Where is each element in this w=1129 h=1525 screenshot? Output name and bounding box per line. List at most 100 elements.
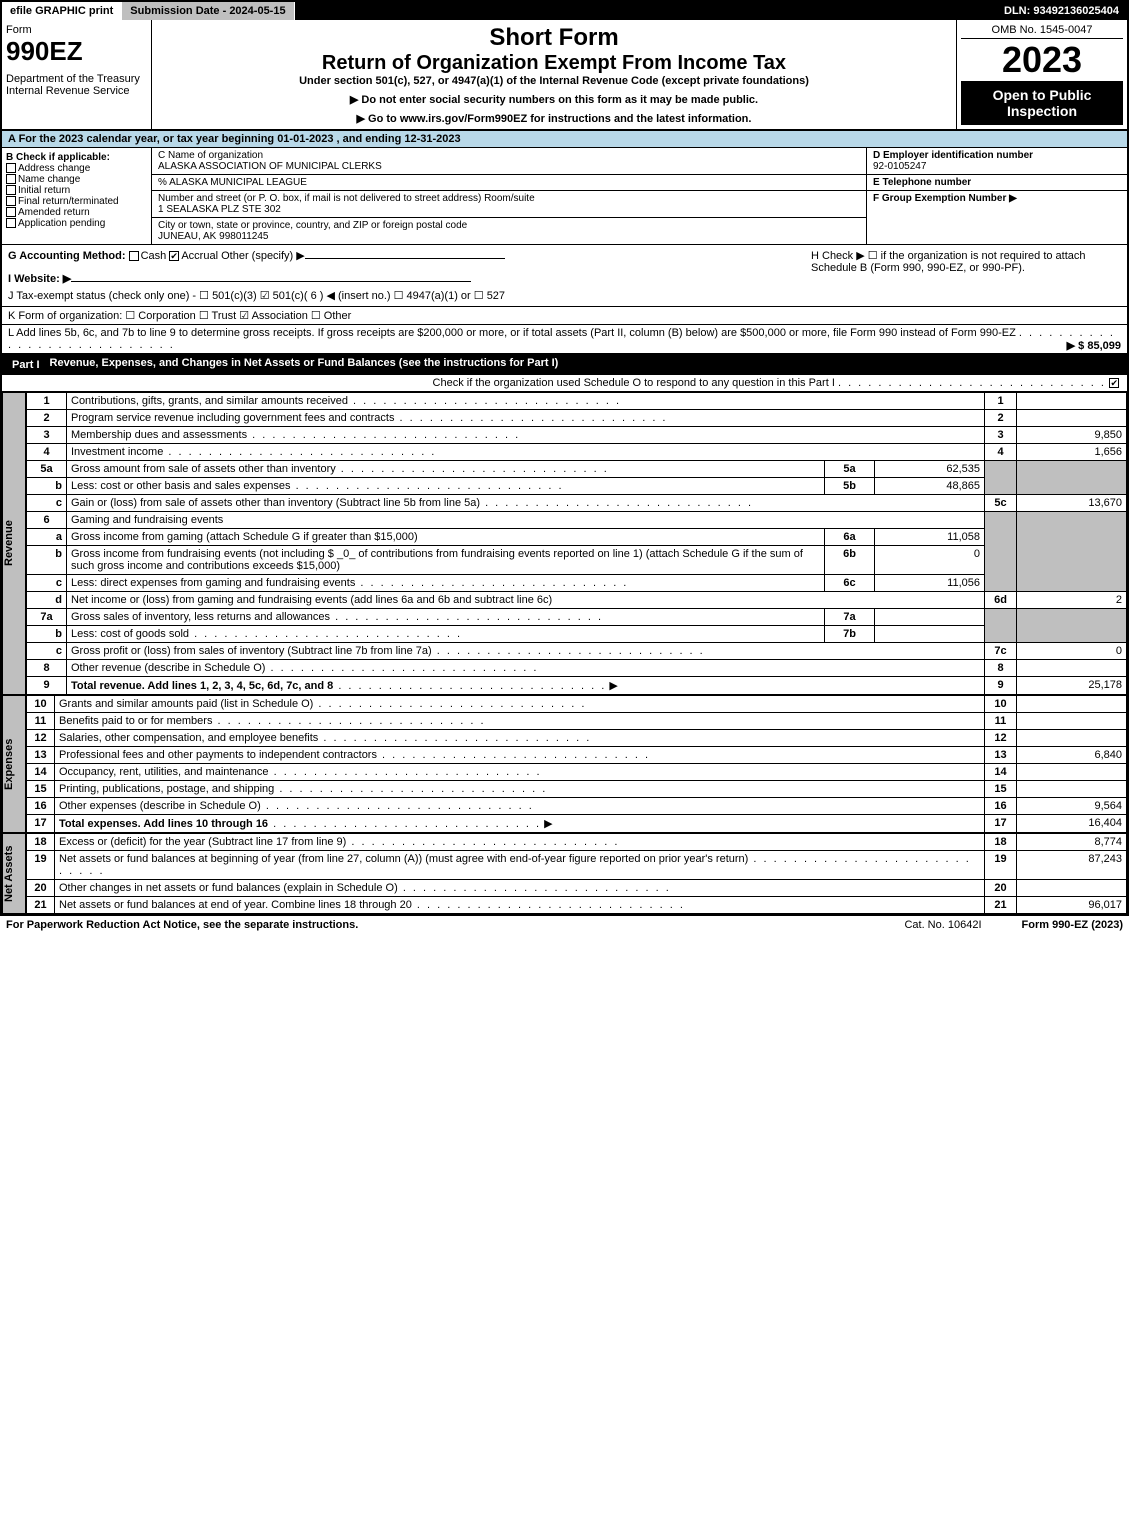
dln-number: DLN: 93492136025404	[996, 2, 1127, 20]
line6d-rv: 2	[1017, 592, 1127, 609]
street-block: Number and street (or P. O. box, if mail…	[152, 191, 866, 218]
under-section: Under section 501(c), 527, or 4947(a)(1)…	[156, 75, 952, 87]
header-left: Form 990EZ Department of the Treasury In…	[2, 20, 152, 129]
efile-badge: efile GRAPHIC print	[2, 2, 122, 20]
chk-pending[interactable]: Application pending	[6, 218, 147, 229]
line19-text: Net assets or fund balances at beginning…	[59, 853, 748, 865]
line3-text: Membership dues and assessments	[71, 429, 247, 441]
group-exempt-block: F Group Exemption Number ▶	[867, 191, 1127, 206]
line15-text: Printing, publications, postage, and shi…	[59, 783, 274, 795]
line18-rv: 8,774	[1017, 834, 1127, 851]
row-g: G Accounting Method: Cash Accrual Other …	[8, 249, 801, 302]
part1-header: Part I Revenue, Expenses, and Changes in…	[2, 355, 1127, 375]
line6c-text: Less: direct expenses from gaming and fu…	[71, 577, 355, 589]
line5a-iv: 62,535	[875, 461, 985, 478]
form-header: Form 990EZ Department of the Treasury In…	[2, 20, 1127, 131]
line10-text: Grants and similar amounts paid (list in…	[59, 698, 313, 710]
line1-text: Contributions, gifts, grants, and simila…	[71, 395, 348, 407]
revenue-section: Revenue 1 Contributions, gifts, grants, a…	[2, 392, 1127, 695]
line11-text: Benefits paid to or for members	[59, 715, 212, 727]
row-h: H Check ▶ ☐ if the organization is not r…	[801, 249, 1121, 302]
line2-text: Program service revenue including govern…	[71, 412, 394, 424]
org-name-block: C Name of organization ALASKA ASSOCIATIO…	[152, 148, 866, 175]
line4-text: Investment income	[71, 446, 163, 458]
line14-text: Occupancy, rent, utilities, and maintena…	[59, 766, 269, 778]
netassets-table: 18Excess or (deficit) for the year (Subt…	[26, 833, 1127, 914]
section-bcdef: B Check if applicable: Address change Na…	[2, 148, 1127, 245]
line18-text: Excess or (deficit) for the year (Subtra…	[59, 836, 346, 848]
org-name: ALASKA ASSOCIATION OF MUNICIPAL CLERKS	[158, 161, 382, 172]
part1-title: Revenue, Expenses, and Changes in Net As…	[50, 357, 1121, 373]
form-number: 990EZ	[6, 36, 147, 67]
section-g-h: G Accounting Method: Cash Accrual Other …	[2, 245, 1127, 307]
expenses-side-label: Expenses	[2, 695, 26, 833]
row-l: L Add lines 5b, 6c, and 7b to line 9 to …	[2, 325, 1127, 355]
other-specify-line[interactable]	[305, 258, 505, 259]
line8-text: Other revenue (describe in Schedule O)	[71, 662, 265, 674]
row-k: K Form of organization: ☐ Corporation ☐ …	[2, 307, 1127, 325]
revenue-side-label: Revenue	[2, 392, 26, 695]
line4-rv: 1,656	[1017, 444, 1127, 461]
line12-text: Salaries, other compensation, and employ…	[59, 732, 318, 744]
line5b-text: Less: cost or other basis and sales expe…	[71, 480, 291, 492]
footer-mid: Cat. No. 10642I	[904, 919, 981, 931]
website-line[interactable]	[71, 281, 471, 282]
ein-label: D Employer identification number	[873, 150, 1033, 161]
line7c-text: Gross profit or (loss) from sales of inv…	[71, 645, 432, 657]
header-mid: Short Form Return of Organization Exempt…	[152, 20, 957, 129]
line7a-text: Gross sales of inventory, less returns a…	[71, 611, 330, 623]
city: JUNEAU, AK 998011245	[158, 231, 268, 242]
line1-rv	[1017, 393, 1127, 410]
chk-final[interactable]: Final return/terminated	[6, 196, 147, 207]
form-word: Form	[6, 24, 147, 36]
line6a-iv: 11,058	[875, 529, 985, 546]
ein-block: D Employer identification number 92-0105…	[867, 148, 1127, 175]
line9-rv: 25,178	[1017, 677, 1127, 695]
chk-address[interactable]: Address change	[6, 163, 147, 174]
chk-schedule-o[interactable]	[1109, 378, 1119, 388]
line5b-iv: 48,865	[875, 478, 985, 495]
line16-text: Other expenses (describe in Schedule O)	[59, 800, 261, 812]
chk-accrual[interactable]	[169, 251, 179, 261]
col-c: C Name of organization ALASKA ASSOCIATIO…	[152, 148, 867, 244]
chk-name[interactable]: Name change	[6, 174, 147, 185]
line17-rv: 16,404	[1017, 815, 1127, 833]
org-name-label: C Name of organization	[158, 150, 263, 161]
chk-initial[interactable]: Initial return	[6, 185, 147, 196]
care-of: % ALASKA MUNICIPAL LEAGUE	[152, 175, 866, 191]
row-l-val: ▶ $ 85,099	[1067, 339, 1121, 352]
city-block: City or town, state or province, country…	[152, 218, 866, 244]
part1-check: Check if the organization used Schedule …	[2, 375, 1127, 392]
phone-label: E Telephone number	[873, 177, 971, 188]
line16-rv: 9,564	[1017, 798, 1127, 815]
city-label: City or town, state or province, country…	[158, 220, 467, 231]
page-footer: For Paperwork Reduction Act Notice, see …	[0, 916, 1129, 934]
tax-year: 2023	[961, 39, 1123, 81]
line7c-rv: 0	[1017, 643, 1127, 660]
irs-label: Internal Revenue Service	[6, 85, 147, 97]
note-link[interactable]: ▶ Go to www.irs.gov/Form990EZ for instru…	[156, 112, 952, 125]
short-form-title: Short Form	[156, 24, 952, 52]
chk-amended[interactable]: Amended return	[6, 207, 147, 218]
col-b: B Check if applicable: Address change Na…	[2, 148, 152, 244]
part1-label: Part I	[8, 357, 44, 373]
chk-cash[interactable]	[129, 251, 139, 261]
line6-text: Gaming and fundraising events	[67, 512, 985, 529]
line21-rv: 96,017	[1017, 897, 1127, 914]
line6b-text: Gross income from fundraising events (no…	[71, 548, 803, 572]
row-i: I Website: ▶	[8, 272, 801, 285]
form-page: efile GRAPHIC print Submission Date - 20…	[0, 0, 1129, 916]
top-bar: efile GRAPHIC print Submission Date - 20…	[2, 2, 1127, 20]
line6c-iv: 11,056	[875, 575, 985, 592]
street: 1 SEALASKA PLZ STE 302	[158, 204, 281, 215]
line20-text: Other changes in net assets or fund bala…	[59, 882, 398, 894]
row-a-period: A For the 2023 calendar year, or tax yea…	[2, 131, 1127, 148]
line19-rv: 87,243	[1017, 851, 1127, 880]
line1-rn: 1	[985, 393, 1017, 410]
omb-number: OMB No. 1545-0047	[961, 24, 1123, 39]
line7b-text: Less: cost of goods sold	[71, 628, 189, 640]
submission-date: Submission Date - 2024-05-15	[122, 2, 294, 20]
line5a-text: Gross amount from sale of assets other t…	[71, 463, 336, 475]
line5c-rv: 13,670	[1017, 495, 1127, 512]
ein: 92-0105247	[873, 161, 926, 172]
